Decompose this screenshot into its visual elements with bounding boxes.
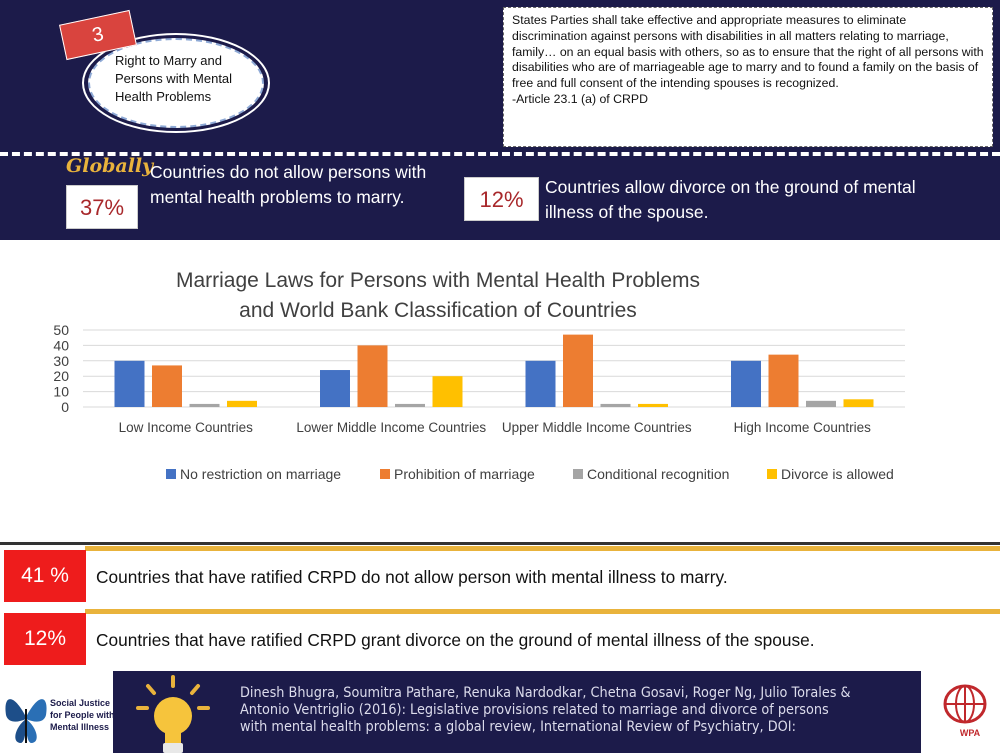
crpd-stat-marriage-text: Countries that have ratified CRPD do not… [96, 567, 728, 587]
y-tick-label: 40 [53, 337, 69, 353]
crpd-quote-text: States Parties shall take effective and … [512, 13, 984, 91]
bar-no-restriction-on-marriage-2 [525, 360, 556, 407]
bar-prohibition-of-marriage-2 [563, 334, 593, 407]
bar-divorce-is-allowed-2 [638, 403, 668, 407]
crpd-stat-divorce-text: Countries that have ratified CRPD grant … [96, 630, 815, 650]
y-tick-label: 10 [53, 384, 69, 400]
legend-label: Prohibition of marriage [394, 466, 535, 482]
section-divider [0, 542, 1000, 545]
bar-conditional-recognition-3 [806, 400, 836, 407]
crpd-quote-box: States Parties shall take effective and … [503, 7, 993, 147]
bar-divorce-is-allowed-3 [843, 399, 874, 407]
globe-icon [943, 684, 987, 724]
x-category-label: Low Income Countries [119, 420, 254, 435]
legend-label: Divorce is allowed [781, 466, 894, 482]
bar-no-restriction-on-marriage-1 [320, 370, 350, 407]
crpd-stat-divorce-value: 12% [4, 613, 86, 665]
legend-swatch [573, 469, 583, 479]
legend-label: No restriction on marriage [180, 466, 341, 482]
topic-ellipse [88, 38, 264, 128]
bar-divorce-is-allowed-1 [432, 376, 463, 407]
bar-conditional-recognition-2 [600, 403, 631, 407]
gold-rule-top [85, 546, 1000, 551]
global-stat-marriage-text: Countries do not allow persons with ment… [150, 162, 427, 207]
wpa-logo-text: WPA [959, 728, 981, 738]
globally-label: Globally [66, 155, 154, 177]
chart-subtitle: and World Bank Classification of Countri… [239, 299, 637, 322]
bar-prohibition-of-marriage-1 [357, 345, 388, 407]
chart-title: Marriage Laws for Persons with Mental He… [176, 269, 700, 292]
bar-prohibition-of-marriage-3 [768, 354, 799, 407]
bar-no-restriction-on-marriage-0 [114, 360, 145, 407]
legend-swatch [380, 469, 390, 479]
dashed-divider [0, 152, 1000, 156]
bar-divorce-is-allowed-0 [227, 400, 257, 407]
marriage-laws-chart: Marriage Laws for Persons with Mental He… [53, 269, 905, 482]
global-stat-divorce-text: Countries allow divorce on the ground of… [545, 177, 916, 222]
legend-swatch [166, 469, 176, 479]
global-stat-divorce-value: 12% [464, 177, 539, 221]
topic-title: Right to Marry and Persons with Mental H… [115, 53, 233, 104]
legend-swatch [767, 469, 777, 479]
global-stat-marriage-value: 37% [66, 185, 138, 229]
y-tick-label: 30 [53, 353, 69, 369]
x-category-label: Lower Middle Income Countries [296, 420, 486, 435]
gold-rule-middle [85, 609, 1000, 614]
bar-no-restriction-on-marriage-3 [731, 360, 761, 407]
legend-label: Conditional recognition [587, 466, 729, 482]
y-tick-label: 50 [53, 322, 69, 338]
x-category-label: Upper Middle Income Countries [502, 420, 692, 435]
crpd-quote-source: -Article 23.1 (a) of CRPD [512, 91, 648, 106]
y-tick-label: 20 [53, 368, 69, 384]
bar-conditional-recognition-0 [189, 403, 220, 407]
lightbulb-icon [136, 675, 210, 753]
bar-conditional-recognition-1 [395, 403, 425, 407]
butterfly-icon [5, 699, 47, 743]
bar-prohibition-of-marriage-0 [152, 365, 182, 407]
crpd-stat-marriage-value: 41 % [4, 550, 86, 602]
y-tick-label: 0 [61, 399, 69, 415]
x-category-label: High Income Countries [734, 420, 872, 435]
reference-banner [113, 671, 921, 753]
citation-text: Dinesh Bhugra, Soumitra Pathare, Renuka … [240, 685, 851, 735]
social-justice-logo-text: Social Justice for People with Mental Il… [50, 698, 115, 732]
